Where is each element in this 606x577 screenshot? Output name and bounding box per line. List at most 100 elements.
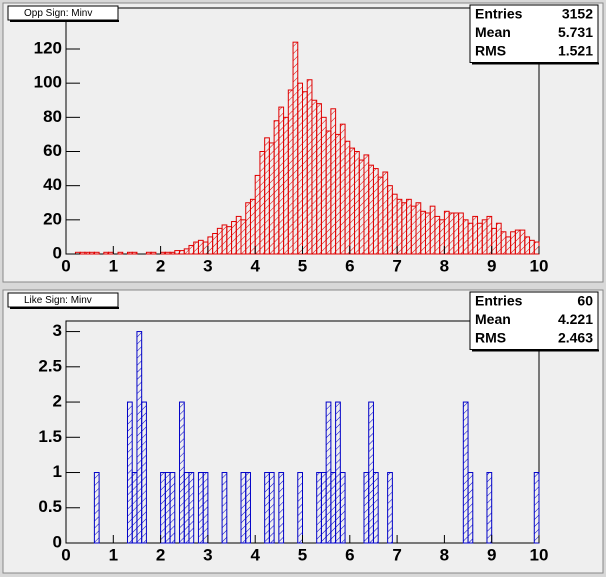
histogram-bar [283,116,289,255]
y-tick-label: 0 [53,243,62,262]
x-tick-label: 4 [250,545,260,564]
histogram-bar [510,231,516,255]
histogram-bar [79,251,86,255]
histogram-bar [287,89,294,255]
stat-value: 5.731 [558,24,593,40]
histogram-bar [391,193,398,255]
histogram-bar [136,331,143,544]
histogram-bar [396,198,403,255]
histogram-bar [93,251,100,255]
histogram-bar [297,82,303,255]
histogram-bar [363,472,370,544]
histogram-bar [164,472,171,544]
x-tick-label: 3 [203,256,212,275]
y-tick-label: 1 [53,462,62,481]
histogram-bar [505,236,512,255]
histogram-bar [131,251,138,255]
stats-box [469,4,599,63]
histogram-bar [443,210,450,255]
histogram-bar [335,133,341,255]
histogram-bar [145,251,152,255]
histogram-bar [306,79,313,255]
histogram-bar [453,212,460,255]
histogram-bar [221,224,228,255]
x-tick-label: 5 [298,545,307,564]
x-tick-label: 7 [392,545,401,564]
histogram-bar [368,401,374,544]
histogram-bar [387,472,393,544]
x-tick-label: 6 [345,545,354,564]
x-tick-label: 9 [487,545,496,564]
histogram-bar [259,151,266,255]
histogram-bar [420,210,426,255]
histogram-bar [462,219,469,255]
histogram-bar [273,120,280,255]
histogram-bar [249,198,256,255]
histogram-bar [216,227,223,255]
histogram-bar [349,147,356,255]
histogram-bar [320,116,327,255]
histogram-bar [179,250,185,255]
x-tick-label: 2 [156,545,165,564]
y-tick-label: 40 [43,175,62,194]
x-tick-label: 1 [109,545,118,564]
histogram-bar [226,226,233,255]
histogram-bar [344,140,351,255]
histogram-bar [131,472,138,544]
histogram-bar [363,154,370,255]
histogram-bar [335,401,341,544]
histogram-bar [330,108,337,255]
histogram-bar [410,205,417,255]
x-tick-label: 7 [392,256,401,275]
histogram-bar [500,231,507,255]
x-tick-label: 0 [61,545,70,564]
x-tick-label: 10 [530,256,549,275]
y-tick-label: 100 [34,73,62,92]
histogram-bar [372,472,379,544]
histogram-bar [202,241,209,255]
histogram-bar [377,176,384,255]
chart-title: Like Sign: Minv [24,295,92,306]
histogram-bar [193,241,199,255]
histogram-bar [533,241,540,255]
histogram-bar [179,401,185,544]
y-tick-label: 20 [43,209,62,228]
stat-label: RMS [475,43,506,59]
y-tick-label: 2 [53,392,62,411]
stat-label: RMS [475,330,506,346]
histogram-bar [325,130,332,255]
histogram-bar [477,222,483,255]
histogram-bar [358,159,365,255]
y-tick-label: 80 [43,107,62,126]
histogram-bar [429,205,436,255]
histogram-bar [93,472,100,544]
histogram-bar [231,221,237,255]
histogram-bar [514,229,521,255]
y-tick-label: 60 [43,141,62,160]
histogram-bar [297,472,303,544]
histogram-bar [240,472,247,544]
histogram-bar [278,472,285,544]
histogram-bar [316,103,322,255]
histogram-bar [169,472,176,544]
stat-label: Entries [475,6,523,22]
histogram-bar [240,219,247,255]
histogram-bar [150,251,157,255]
histogram-bar [472,215,479,255]
stat-value: 4.221 [558,311,593,327]
histogram-bar [491,227,497,255]
histogram-bar [212,233,218,255]
histogram-bar [245,472,251,544]
y-tick-label: 1.5 [38,427,62,446]
x-tick-label: 10 [530,545,549,564]
histogram-bar [325,401,332,544]
histogram-bar [486,215,493,255]
histogram-bar [164,251,171,255]
histogram-bar [481,219,488,255]
histogram-bar [160,472,166,544]
y-tick-label: 0 [53,532,62,551]
histogram-bar [103,251,110,255]
y-tick-label: 0.5 [38,497,62,516]
histogram-bar [354,151,360,255]
